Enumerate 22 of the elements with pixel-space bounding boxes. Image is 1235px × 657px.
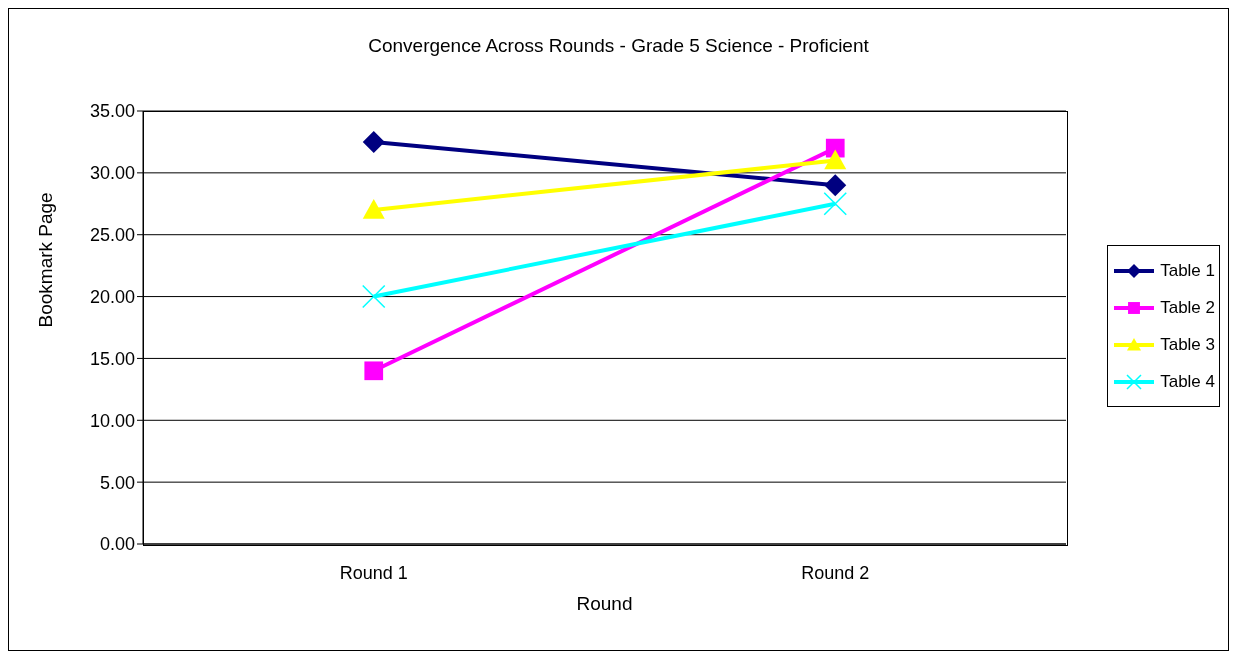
point: [364, 361, 384, 381]
chart-title: Convergence Across Rounds - Grade 5 Science - Proficient: [367, 35, 870, 57]
y-tick-label: 5.00: [99, 472, 135, 493]
y-tick-label: 0.00: [99, 534, 135, 555]
y-tick-label: 20.00: [89, 286, 135, 307]
y-tick-label: 15.00: [89, 348, 135, 369]
legend-label: Table 4: [1160, 371, 1215, 392]
y-tick-label: 35.00: [89, 101, 135, 122]
point: [362, 130, 385, 153]
y-tick-label: 30.00: [89, 163, 135, 184]
legend-label: Table 1: [1160, 260, 1215, 281]
legend-label: Table 3: [1160, 334, 1215, 355]
point: [362, 284, 386, 309]
y-tick-label: 10.00: [89, 410, 135, 431]
legend-label: Table 2: [1160, 297, 1215, 318]
point: [823, 192, 847, 216]
x-tick-label: Round 1: [339, 562, 408, 583]
x-tick-label: Round 2: [801, 562, 870, 583]
x-axis-title: Round: [576, 593, 633, 614]
y-tick-label: 25.00: [89, 225, 135, 246]
point: [824, 174, 847, 197]
y-axis-title: Bookmark Page: [34, 192, 56, 328]
